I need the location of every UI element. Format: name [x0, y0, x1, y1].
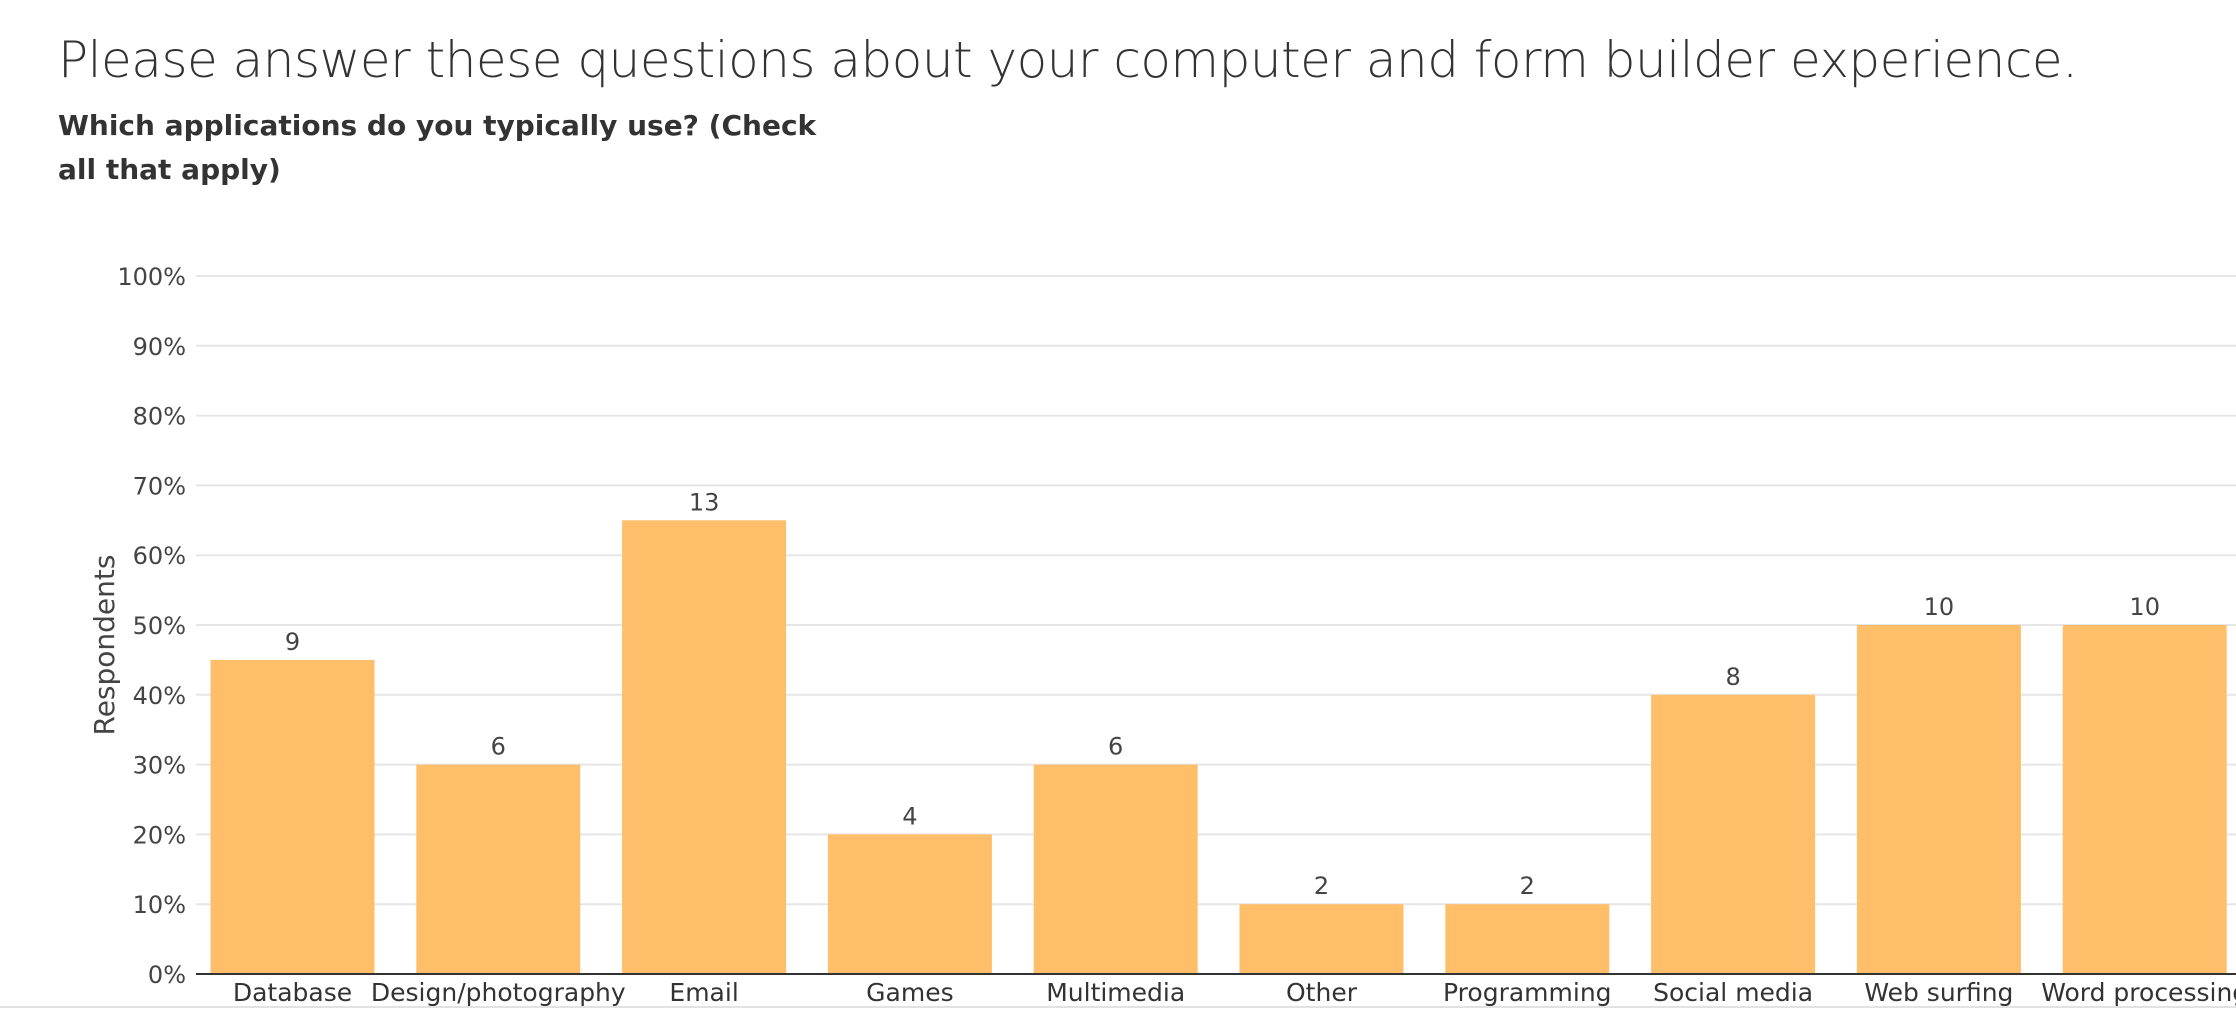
x-category-label: Word processing — [2041, 978, 2236, 1007]
bar-value-label: 10 — [2129, 593, 2160, 621]
y-tick-label: 60% — [133, 542, 186, 570]
bar — [210, 659, 375, 974]
bar — [1651, 694, 1816, 974]
y-tick-label: 90% — [133, 333, 186, 361]
x-category-label: Web surfing — [1864, 978, 2013, 1007]
y-tick-label: 20% — [133, 821, 186, 849]
y-tick-label: 40% — [133, 682, 186, 710]
bar-value-label: 6 — [491, 733, 506, 761]
y-tick-label: 70% — [133, 472, 186, 500]
bar — [1239, 904, 1404, 974]
bar — [1033, 764, 1198, 974]
y-tick-label: 50% — [133, 612, 186, 640]
bar-value-label: 6 — [1108, 733, 1123, 761]
footer-divider — [0, 1006, 2236, 1008]
x-category-label: Database — [233, 978, 352, 1007]
bars — [210, 520, 2227, 974]
bar — [1445, 904, 1610, 974]
bar-value-label: 4 — [902, 802, 917, 830]
y-tick-label: 80% — [133, 403, 186, 431]
x-category-label: Programming — [1443, 978, 1612, 1007]
bar-value-label: 13 — [689, 488, 720, 516]
bar-value-label: 2 — [1314, 872, 1329, 900]
bar-value-label: 9 — [285, 628, 300, 656]
x-category-label: Games — [866, 978, 953, 1007]
x-category-label: Design/photography — [371, 978, 626, 1007]
question-text: Which applications do you typically use?… — [58, 109, 817, 186]
x-category-label: Email — [669, 978, 738, 1007]
bar-value-label: 2 — [1520, 872, 1535, 900]
page-title: Please answer these questions about your… — [58, 31, 2078, 89]
bar — [622, 520, 787, 974]
bar — [827, 834, 992, 974]
y-axis-ticks: 0% 10% 20% 30% 40% 50% 60% 70% 80% 90% 100% — [117, 263, 186, 989]
bar — [416, 764, 581, 974]
x-category-label: Social media — [1653, 978, 1813, 1007]
bar — [1856, 625, 2021, 974]
bar-value-label: 10 — [1924, 593, 1955, 621]
bar-value-label: 8 — [1725, 663, 1740, 691]
y-tick-label: 100% — [117, 263, 186, 291]
y-tick-label: 0% — [148, 961, 186, 989]
x-axis-categories: Database Design/photography Email Games Mult… — [233, 978, 2236, 1007]
y-tick-label: 30% — [133, 752, 186, 780]
y-axis-title: Respondents — [88, 555, 121, 736]
y-tick-label: 10% — [133, 891, 186, 919]
x-category-label: Other — [1286, 978, 1358, 1007]
bar — [2062, 625, 2227, 974]
data-labels: 9 6 13 4 6 2 2 8 10 10 — [285, 488, 2160, 900]
x-category-label: Multimedia — [1046, 978, 1185, 1007]
